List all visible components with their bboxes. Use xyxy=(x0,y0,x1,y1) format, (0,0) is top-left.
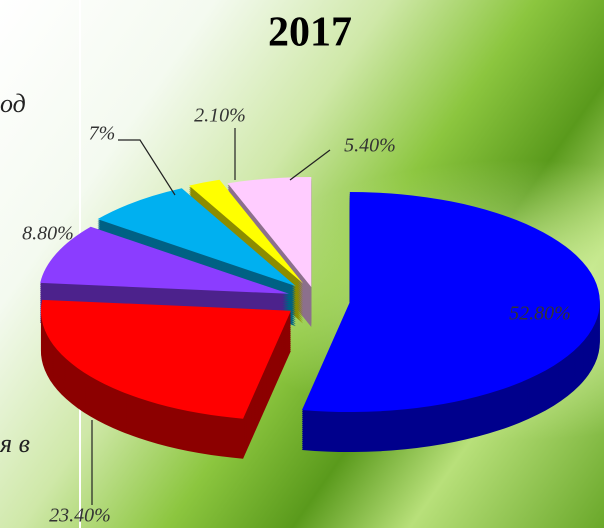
slice xyxy=(301,192,600,413)
leader-line xyxy=(118,139,176,196)
slide-text: од xyxy=(0,89,26,118)
data-label: 7% xyxy=(89,123,116,145)
slide-text: я в xyxy=(0,429,30,458)
data-label: 52.80% xyxy=(509,303,571,325)
slice xyxy=(97,188,296,287)
slice xyxy=(189,179,304,284)
data-label: 2.10% xyxy=(194,105,246,127)
leader-line xyxy=(289,149,331,181)
slice xyxy=(227,176,312,287)
slice xyxy=(40,226,289,294)
slice xyxy=(40,299,291,419)
data-label: 5.40% xyxy=(344,135,396,157)
data-label: 23.40% xyxy=(49,505,111,527)
data-label: 8.80% xyxy=(22,223,74,245)
chart-title: 2017 xyxy=(268,10,352,56)
